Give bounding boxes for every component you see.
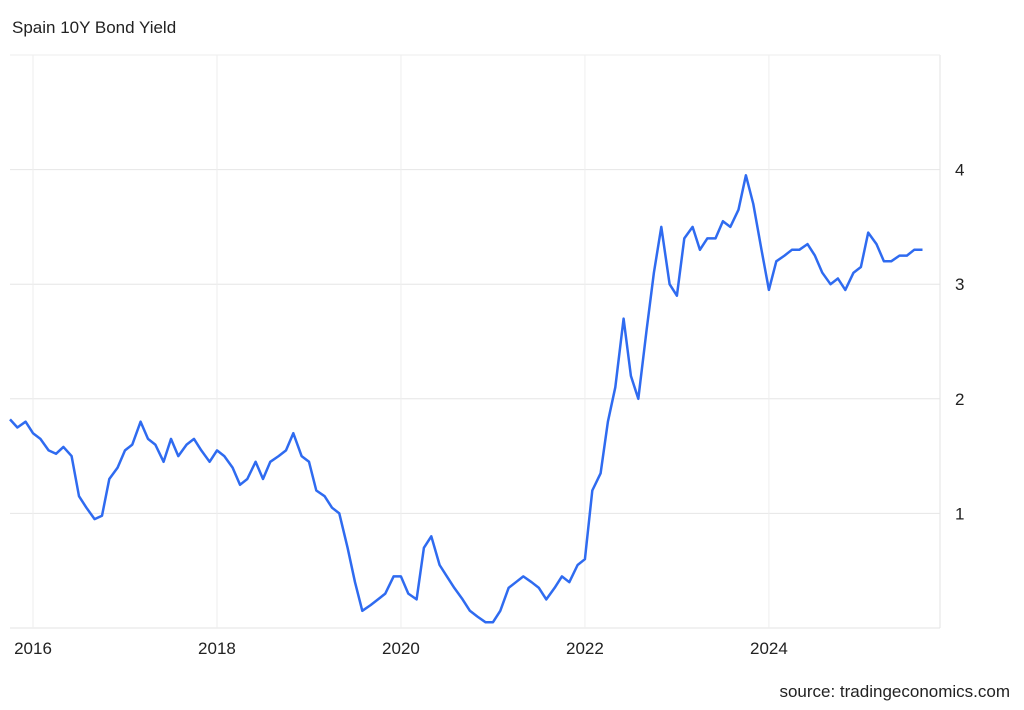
y-tick-label: 1 — [955, 504, 964, 523]
y-tick-label: 3 — [955, 275, 964, 294]
x-tick-label: 2016 — [14, 639, 52, 658]
x-tick-label: 2020 — [382, 639, 420, 658]
x-tick-label: 2018 — [198, 639, 236, 658]
source: source: tradingeconomics.com — [779, 682, 1010, 701]
chart-title: Spain 10Y Bond Yield — [12, 18, 176, 37]
data-line — [9, 174, 923, 624]
x-tick-label: 2022 — [566, 639, 604, 658]
y-tick-label: 2 — [955, 390, 964, 409]
y-tick-label: 4 — [955, 161, 964, 180]
x-tick-label: 2024 — [750, 639, 788, 658]
